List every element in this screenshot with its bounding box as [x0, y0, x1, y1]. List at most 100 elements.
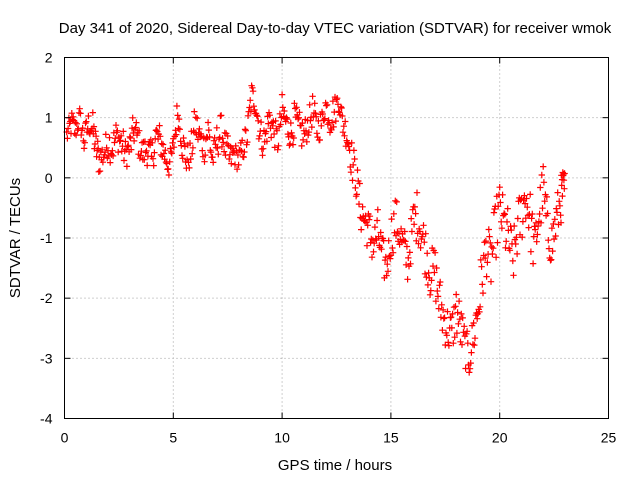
data-point: [338, 104, 345, 112]
data-point: [524, 212, 532, 219]
data-point: [381, 256, 389, 264]
data-point: [166, 158, 173, 165]
data-point: [511, 222, 518, 230]
data-point: [301, 130, 308, 137]
data-point: [227, 143, 234, 151]
data-point: [476, 303, 484, 310]
data-point: [265, 120, 272, 127]
data-point: [486, 233, 493, 240]
data-point: [290, 134, 297, 142]
data-point: [260, 145, 267, 152]
data-point: [431, 249, 439, 256]
data-point: [410, 221, 418, 228]
data-point: [533, 238, 540, 245]
data-point: [438, 301, 445, 308]
data-point: [456, 316, 463, 323]
data-point: [147, 136, 154, 143]
data-point: [429, 262, 437, 270]
data-point: [389, 244, 396, 252]
data-point: [157, 151, 165, 159]
data-point: [153, 126, 160, 134]
data-point: [421, 239, 428, 246]
data-point: [551, 216, 558, 223]
data-point: [206, 133, 213, 141]
data-point: [149, 139, 156, 146]
data-point: [199, 147, 206, 154]
data-point: [483, 273, 490, 280]
data-point: [196, 133, 204, 141]
data-point: [259, 152, 266, 159]
data-point: [112, 122, 120, 129]
data-point: [307, 117, 314, 124]
data-point: [223, 140, 231, 148]
data-point: [361, 217, 368, 225]
data-point: [440, 315, 447, 322]
data-point: [213, 124, 220, 131]
data-point: [246, 104, 253, 111]
data-point: [540, 163, 547, 170]
data-point: [494, 239, 501, 246]
data-point: [478, 263, 485, 270]
data-point: [268, 119, 276, 126]
data-point: [319, 110, 326, 118]
data-point: [311, 100, 318, 107]
data-point: [158, 140, 165, 147]
data-point: [70, 113, 77, 120]
data-point: [236, 147, 244, 154]
data-point: [242, 127, 249, 134]
data-point: [95, 168, 102, 175]
data-point: [553, 209, 561, 216]
data-point: [512, 240, 519, 248]
y-tick-label: -4: [40, 411, 53, 427]
data-point: [477, 256, 484, 264]
data-point: [406, 249, 413, 256]
data-point: [330, 123, 337, 131]
data-point: [408, 228, 416, 235]
data-point: [144, 162, 151, 169]
data-point: [363, 219, 370, 226]
data-point: [291, 100, 298, 107]
data-point: [378, 246, 385, 253]
data-point: [431, 269, 438, 276]
data-point: [363, 242, 371, 249]
data-point: [321, 115, 329, 122]
data-point: [125, 142, 132, 149]
data-point: [479, 281, 486, 288]
data-point: [126, 133, 133, 140]
data-point: [556, 202, 564, 209]
data-point: [482, 254, 489, 262]
data-point: [370, 248, 377, 255]
data-point: [479, 289, 487, 297]
data-point: [254, 113, 261, 120]
data-point: [109, 152, 117, 160]
data-point: [521, 200, 529, 207]
data-point: [458, 310, 465, 318]
data-point: [366, 213, 374, 220]
data-point: [299, 119, 306, 127]
data-point: [513, 234, 520, 241]
data-point: [115, 148, 122, 156]
data-point: [508, 226, 515, 234]
data-point: [196, 125, 203, 133]
data-point: [64, 135, 71, 142]
data-point: [550, 235, 558, 243]
data-point: [64, 125, 72, 132]
data-point: [233, 166, 241, 173]
data-point: [553, 205, 560, 212]
data-point: [389, 249, 397, 256]
data-point: [400, 237, 408, 244]
data-point: [276, 110, 284, 117]
data-point: [556, 198, 563, 205]
data-point: [82, 119, 89, 127]
data-point: [433, 264, 440, 272]
data-point: [348, 139, 355, 147]
y-tick-label: -1: [40, 230, 53, 246]
data-point: [283, 114, 290, 121]
data-point: [103, 144, 110, 151]
data-point: [80, 145, 88, 152]
data-point: [205, 126, 212, 134]
data-point: [529, 260, 537, 267]
data-point: [539, 205, 546, 212]
data-point: [337, 103, 345, 111]
